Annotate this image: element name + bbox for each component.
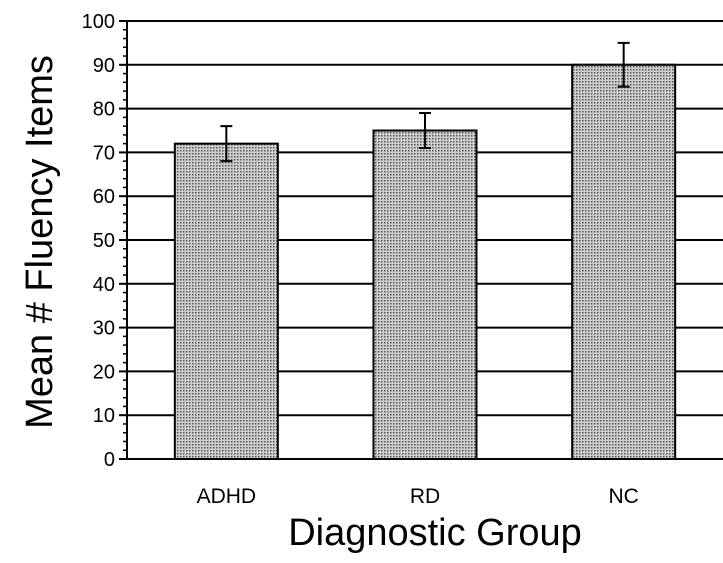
y-tick-label-30: 30 bbox=[93, 318, 115, 340]
y-tick-label-60: 60 bbox=[93, 186, 115, 208]
y-tick-label-80: 80 bbox=[93, 99, 115, 121]
y-tick-label-0: 0 bbox=[104, 449, 115, 471]
y-tick-labels: 0 10 20 30 40 50 60 70 80 90 100 bbox=[82, 11, 115, 471]
bar-rd bbox=[372, 129, 478, 460]
bar-nc bbox=[571, 63, 677, 461]
x-tick-label-rd: RD bbox=[410, 485, 440, 508]
bar-adhd bbox=[173, 142, 279, 460]
y-tick-label-100: 100 bbox=[82, 11, 115, 33]
y-tick-label-40: 40 bbox=[93, 274, 115, 296]
y-tick-label-90: 90 bbox=[93, 55, 115, 77]
x-tick-labels: ADHD RD NC bbox=[197, 485, 639, 508]
axes bbox=[119, 20, 723, 460]
error-bars bbox=[220, 41, 630, 163]
y-tick-label-10: 10 bbox=[93, 405, 115, 427]
y-axis-title: Mean # Fluency Items bbox=[19, 55, 61, 429]
y-tick-label-50: 50 bbox=[93, 230, 115, 252]
x-axis-title: Diagnostic Group bbox=[288, 512, 582, 554]
y-tick-label-70: 70 bbox=[93, 142, 115, 164]
x-tick-label-adhd: ADHD bbox=[197, 485, 257, 508]
y-tick-label-20: 20 bbox=[93, 361, 115, 383]
x-tick-label-nc: NC bbox=[608, 485, 638, 508]
